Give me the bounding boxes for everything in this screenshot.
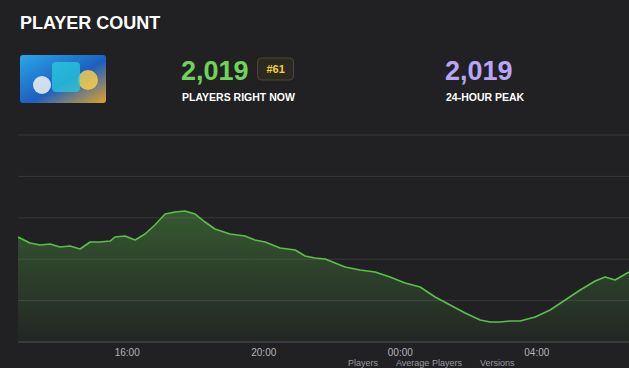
stat-value: 2,019	[445, 56, 513, 86]
rank-badge	[258, 58, 294, 80]
x-tick-label: 00:00	[388, 347, 413, 358]
legend-entry: Versions	[480, 358, 515, 368]
stat-label: 24-HOUR PEAK	[446, 91, 525, 103]
area	[18, 211, 629, 342]
thumbnail	[20, 55, 106, 103]
x-tick-label: 04:00	[524, 347, 549, 358]
x-tick-label: 16:00	[115, 347, 140, 358]
stat-label: PLAYERS RIGHT NOW	[182, 91, 295, 103]
thumbnail-ball	[33, 76, 51, 94]
title: PLAYER COUNT	[20, 13, 160, 33]
thumbnail-figure	[78, 70, 98, 90]
legend-entry: Average Players	[396, 358, 462, 368]
chart: PLAYER COUNT 2,019 PLAYERS RIGHT NOW #61 2,0…	[0, 0, 629, 368]
background	[0, 0, 629, 368]
grid-line	[18, 176, 629, 177]
series-group	[18, 211, 629, 342]
stat-value: 2,019	[181, 56, 249, 86]
legend-entry: Players	[348, 358, 379, 368]
x-tick-label: 20:00	[251, 347, 276, 358]
grid-line	[18, 135, 629, 136]
rank-badge-text: #61	[266, 63, 284, 75]
line	[18, 211, 629, 322]
thumbnail-character	[52, 62, 80, 92]
page: {"chart_data": {"type": "line", "title":…	[0, 0, 629, 368]
grid-line	[18, 217, 629, 218]
